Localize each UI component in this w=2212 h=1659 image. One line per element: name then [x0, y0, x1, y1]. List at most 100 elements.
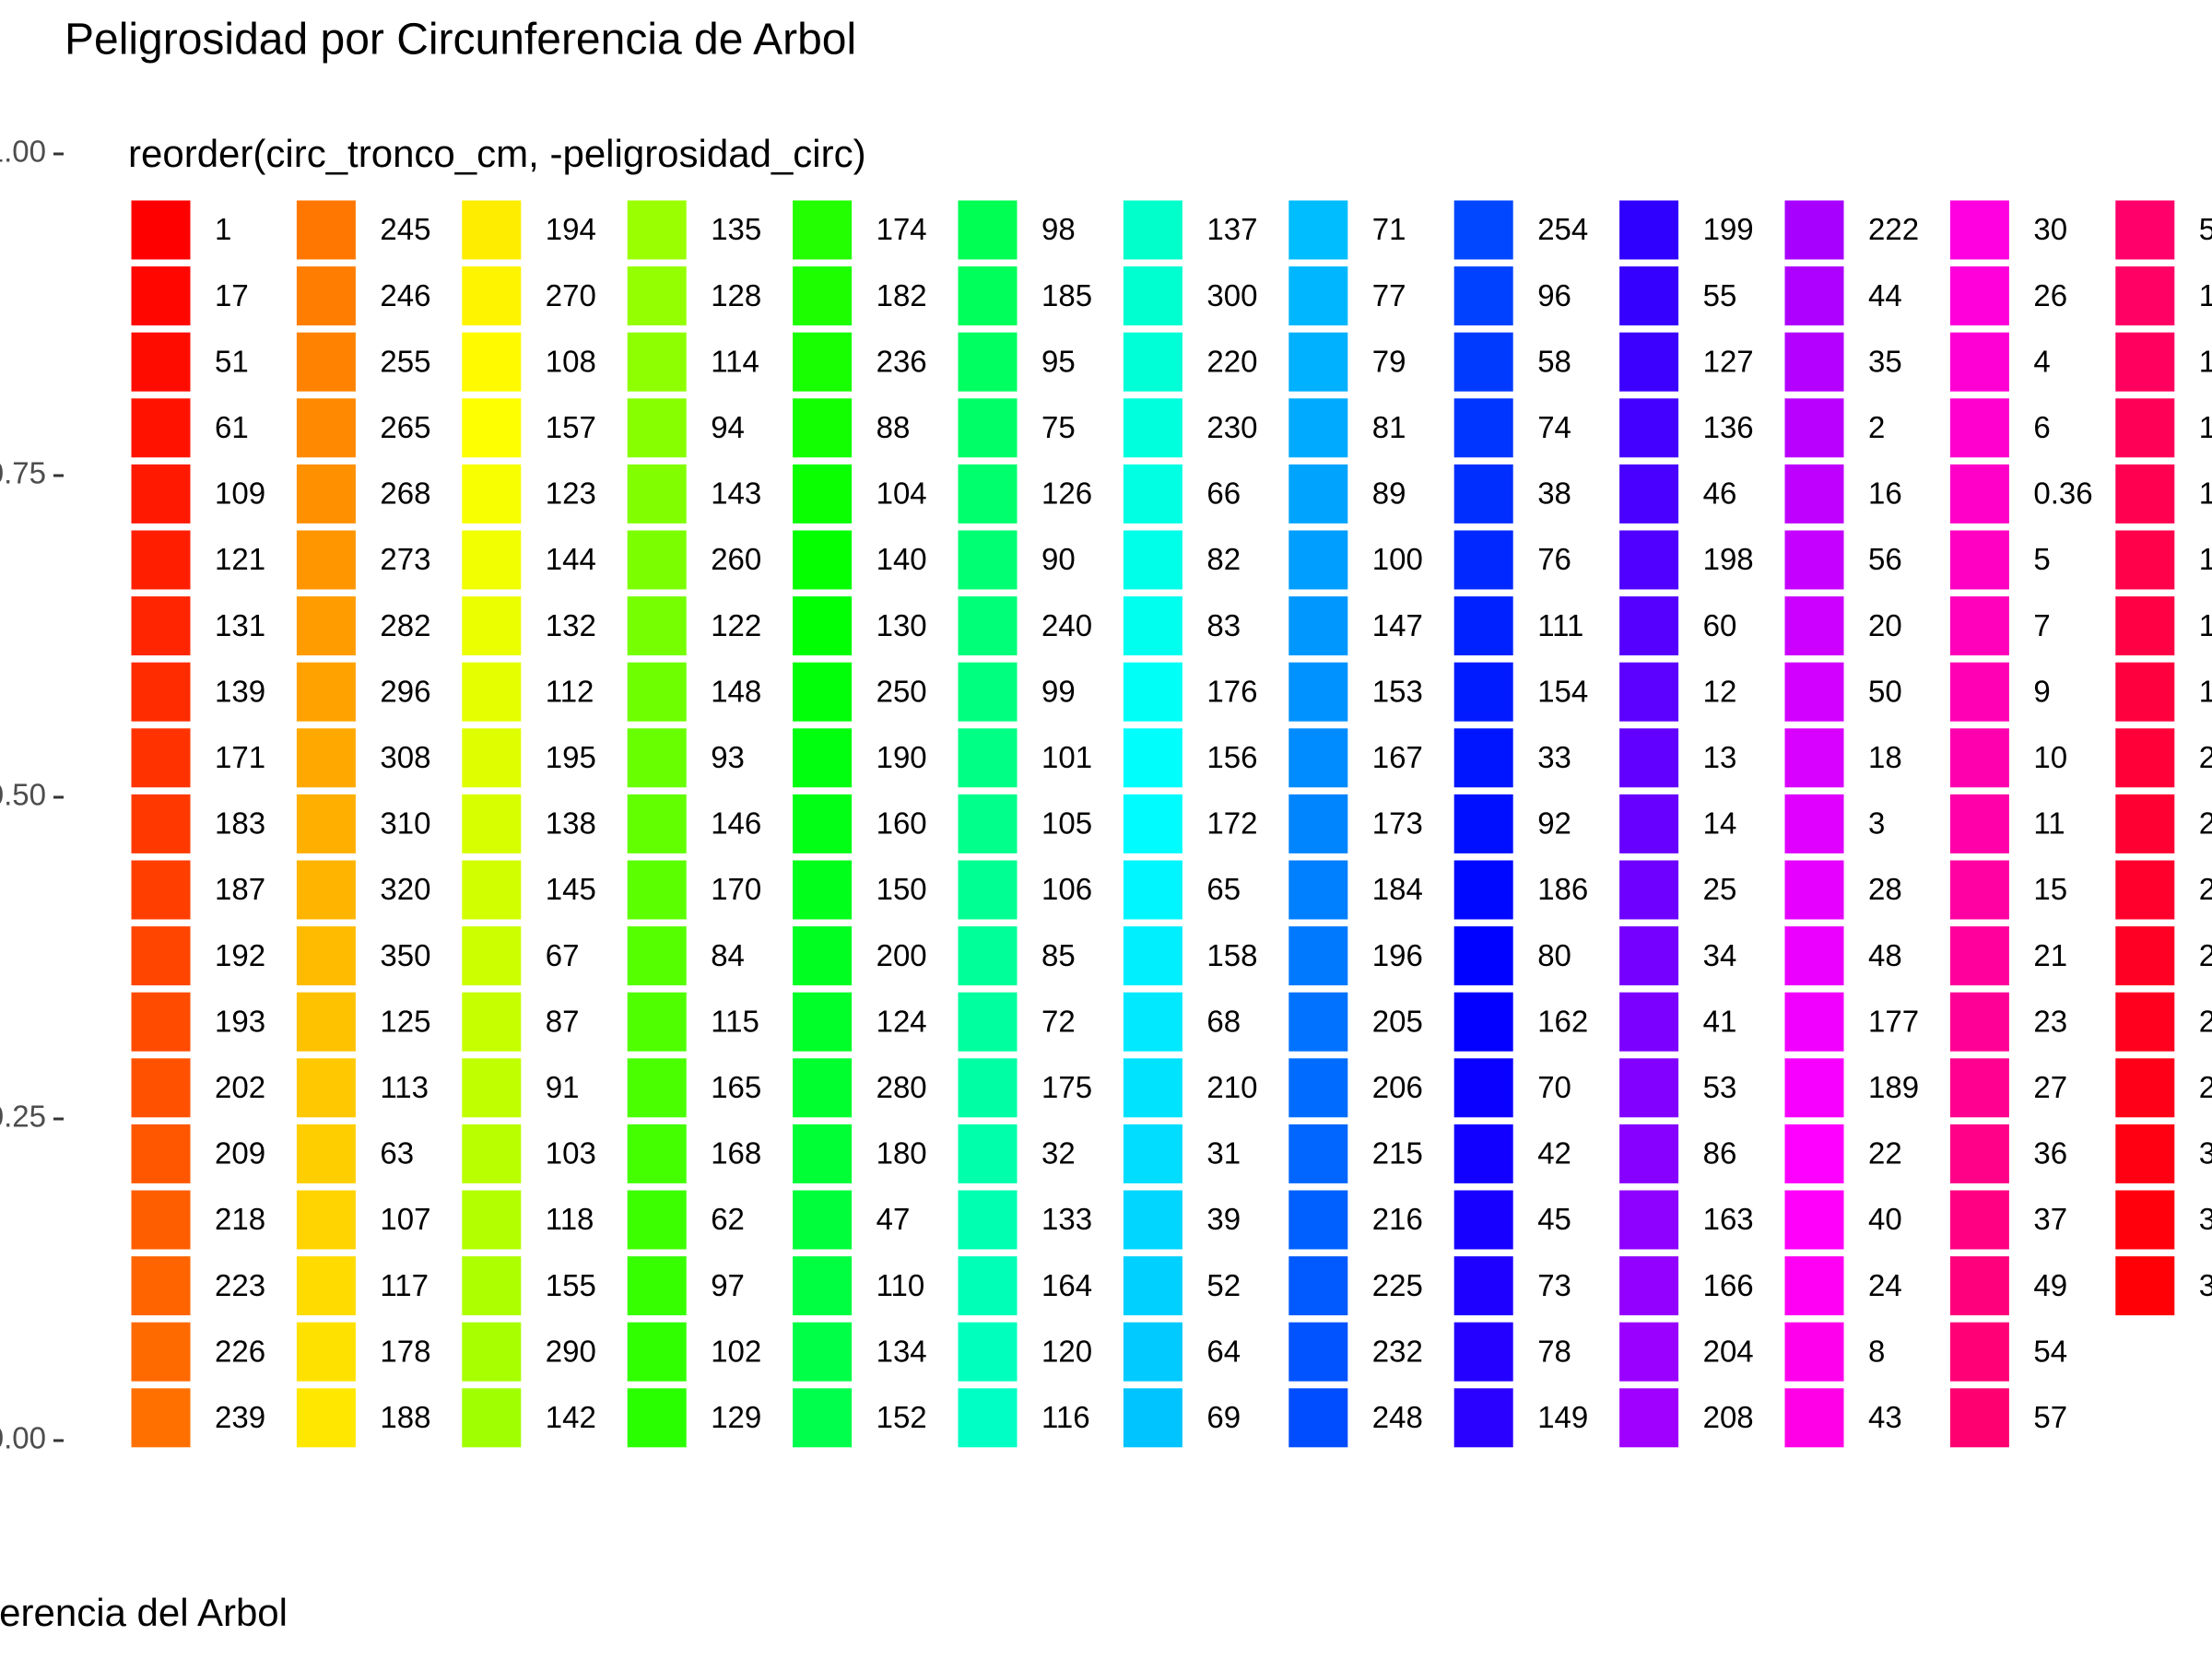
legend-label: 77: [1372, 278, 1406, 312]
legend-swatch: [1451, 1055, 1516, 1121]
legend-label: 165: [711, 1070, 761, 1104]
legend-label: 123: [546, 477, 596, 511]
legend-label: 172: [1206, 806, 1257, 841]
legend-label: 24: [1868, 1268, 1902, 1302]
legend-swatch: [790, 197, 855, 263]
legend-swatch: [1286, 329, 1351, 394]
legend-label: 230: [1206, 410, 1257, 444]
legend-swatch: [293, 594, 359, 659]
legend-swatch: [128, 395, 194, 461]
legend-label: 42: [1537, 1136, 1571, 1171]
legend-swatch: [1947, 461, 2012, 526]
legend-label: 132: [546, 608, 596, 642]
legend-label: 195: [546, 740, 596, 774]
legend-swatch: [1451, 1385, 1516, 1451]
legend-swatch: [1782, 461, 1847, 526]
legend-swatch: [1947, 1319, 2012, 1384]
legend-label: 204: [1703, 1334, 1754, 1368]
legend-label: 163: [1703, 1202, 1754, 1236]
legend-label: 36: [2033, 1136, 2067, 1171]
legend-label: 62: [711, 1202, 745, 1236]
legend-swatch: [955, 989, 1020, 1054]
legend-swatch: [955, 461, 1020, 526]
legend-swatch: [1120, 791, 1185, 856]
legend-label: 73: [1537, 1268, 1571, 1302]
legend-label: 101: [1041, 740, 1092, 774]
legend-label: 125: [380, 1004, 430, 1038]
legend-label: 17: [215, 278, 249, 312]
legend-swatch: [128, 1187, 194, 1253]
legend-label: 3: [2199, 1136, 2212, 1171]
legend-swatch: [1451, 1121, 1516, 1186]
legend-swatch: [293, 659, 359, 724]
legend-swatch: [293, 791, 359, 856]
legend-swatch: [955, 1253, 1020, 1319]
legend-swatch: [1451, 197, 1516, 263]
legend-label: 76: [1537, 542, 1571, 576]
legend-label: 11: [2033, 806, 2065, 841]
legend-label: 4: [2033, 344, 2050, 378]
legend-label: 2: [2199, 872, 2212, 906]
legend-swatch: [1451, 461, 1516, 526]
legend-label: 21: [2033, 938, 2067, 972]
legend-label: 282: [380, 608, 430, 642]
legend-swatch: [2112, 264, 2178, 329]
legend-label: 196: [1372, 938, 1423, 972]
legend-label: 133: [1041, 1202, 1092, 1236]
legend-label: 273: [380, 542, 430, 576]
legend-label: 192: [215, 938, 265, 972]
legend-label: 143: [711, 477, 761, 511]
legend-swatch: [128, 594, 194, 659]
legend-swatch: [1617, 1319, 1682, 1384]
legend-label: 157: [546, 410, 596, 444]
legend-label: 140: [877, 542, 927, 576]
legend-label: 3: [1868, 806, 1885, 841]
legend-title: reorder(circ_tronco_cm, -peligrosidad_ci…: [128, 132, 866, 175]
legend-swatch: [293, 725, 359, 791]
legend-swatch: [790, 461, 855, 526]
legend-label: 41: [1703, 1004, 1737, 1038]
legend-swatch: [790, 1187, 855, 1253]
legend-label: 33: [1537, 740, 1571, 774]
legend-swatch: [1947, 527, 2012, 593]
legend-swatch: [1782, 264, 1847, 329]
legend-swatch: [790, 1385, 855, 1451]
legend-swatch: [459, 1385, 524, 1451]
legend-label: 246: [380, 278, 430, 312]
legend-swatch: [2112, 791, 2178, 856]
legend-swatch: [1120, 527, 1185, 593]
legend-label: 144: [546, 542, 596, 576]
legend-label: 218: [215, 1202, 265, 1236]
legend-swatch: [1947, 1253, 2012, 1319]
legend-label: 0.36: [2033, 477, 2092, 511]
legend-label: 162: [1537, 1004, 1588, 1038]
legend-swatch: [790, 659, 855, 724]
legend-label: 1: [2199, 674, 2212, 708]
legend-label: 88: [877, 410, 911, 444]
legend-label: 72: [1041, 1004, 1076, 1038]
legend-label: 202: [215, 1070, 265, 1104]
legend-label: 189: [1868, 1070, 1919, 1104]
legend-label: 128: [711, 278, 761, 312]
legend-swatch: [1617, 659, 1682, 724]
legend-swatch: [1451, 329, 1516, 394]
legend-swatch: [1782, 989, 1847, 1054]
legend-label: 112: [546, 674, 594, 708]
legend-swatch: [128, 1253, 194, 1319]
legend-label: 39: [1206, 1202, 1241, 1236]
legend-label: 30: [2033, 212, 2067, 246]
legend-label: 232: [1372, 1334, 1423, 1368]
legend-label: 122: [711, 608, 761, 642]
legend-swatch: [1286, 395, 1351, 461]
legend-label: 245: [380, 212, 430, 246]
legend-label: 65: [1206, 872, 1241, 906]
legend-swatch: [1617, 1055, 1682, 1121]
legend-swatch: [1120, 857, 1185, 923]
legend-label: 53: [1703, 1070, 1737, 1104]
legend-label: 115: [711, 1004, 759, 1038]
legend-swatch: [459, 791, 524, 856]
legend-swatch: [293, 264, 359, 329]
legend-swatch: [2112, 1055, 2178, 1121]
legend-label: 7: [2033, 608, 2050, 642]
legend-swatch: [790, 791, 855, 856]
